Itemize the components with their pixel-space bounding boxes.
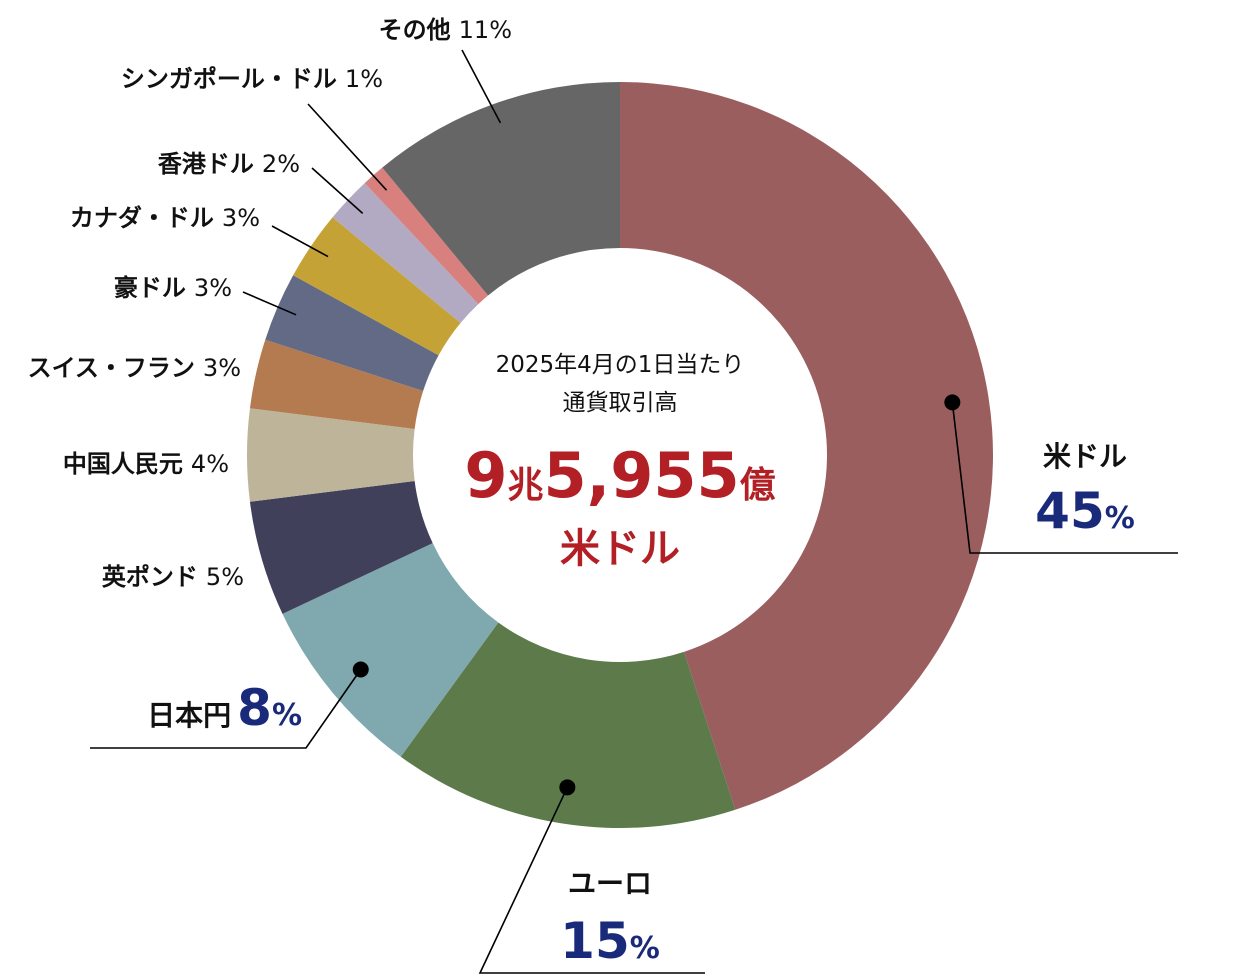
slice-7-label: カナダ・ドル 3%: [70, 204, 260, 232]
slice-7: [293, 217, 461, 356]
slice-10-leader-line: [461, 49, 502, 124]
slice-2-leader-line: [90, 669, 362, 749]
slice-0-percent: 45%: [1035, 482, 1135, 540]
slice-6-name: 豪ドル: [114, 274, 186, 302]
slice-2-label: 日本円 8%: [147, 679, 302, 737]
slice-3: [249, 480, 433, 614]
slice-8-label: 香港ドル 2%: [158, 150, 300, 178]
slice-6: [265, 275, 439, 392]
slice-10-value: 11%: [459, 16, 512, 44]
center-label: 2025年4月の1日当たり 通貨取引高 9兆5,955億 米ドル: [464, 352, 775, 572]
slice-0-leader-line: [951, 402, 1178, 554]
slice-0-value: 45: [1035, 482, 1105, 540]
slice-1-name: ユーロ: [568, 867, 652, 900]
slice-4-value: 4%: [191, 450, 229, 478]
slice-8-name: 香港ドル: [158, 150, 254, 178]
slice-4: [246, 408, 415, 502]
total-billion-unit: 億: [740, 465, 776, 506]
slice-5: [249, 339, 424, 430]
slice-8-value: 2%: [262, 150, 300, 178]
slice-0-percent-sign: %: [1105, 501, 1135, 536]
slice-10-label: その他 11%: [379, 16, 512, 44]
slice-9-name: シンガポール・ドル: [121, 65, 337, 93]
donut-slices: [246, 82, 994, 828]
slice-7-leader-line: [271, 225, 329, 258]
slice-10: [382, 82, 620, 296]
slice-2-name: 日本円: [147, 699, 231, 732]
slice-5-label: スイス・フラン 3%: [28, 354, 241, 382]
slice-5-value: 3%: [203, 354, 241, 382]
leader-lines: [90, 49, 1178, 974]
slice-8-leader-line: [311, 167, 364, 214]
slice-1-value: 15: [560, 912, 630, 970]
slice-10-name: その他: [379, 16, 451, 44]
slice-4-name: 中国人民元: [63, 450, 183, 478]
slice-6-label: 豪ドル 3%: [114, 274, 232, 302]
total-trillion-unit: 兆: [507, 465, 543, 506]
slice-9-leader-line: [307, 103, 388, 191]
slice-5-name: スイス・フラン: [28, 354, 195, 382]
slice-6-leader-line: [242, 291, 297, 316]
center-caption-line2: 通貨取引高: [563, 390, 678, 416]
total-trillion-number: 9: [464, 439, 507, 512]
slice-1: [400, 622, 736, 828]
slice-2: [282, 543, 499, 757]
slice-1-leader-line: [478, 786, 705, 974]
total-billion-number: 5,955: [544, 439, 740, 512]
center-caption-line1: 2025年4月の1日当たり: [496, 352, 745, 378]
slice-7-name: カナダ・ドル: [70, 204, 214, 232]
slice-3-name: 英ポンド: [102, 563, 198, 591]
center-total-currency: 米ドル: [560, 526, 680, 572]
slice-9-value: 1%: [345, 65, 383, 93]
slice-1-percent: 15%: [560, 912, 660, 970]
slice-9: [364, 167, 489, 305]
slice-2-percent-sign: %: [272, 698, 302, 733]
slice-8: [332, 183, 479, 324]
slice-7-value: 3%: [222, 204, 260, 232]
slice-1-percent-sign: %: [630, 931, 660, 966]
slice-6-value: 3%: [194, 274, 232, 302]
center-total-amount: 9兆5,955億: [464, 439, 775, 512]
slice-9-label: シンガポール・ドル 1%: [121, 65, 383, 93]
slice-3-value: 5%: [206, 563, 244, 591]
slice-0: [620, 82, 994, 810]
slice-3-label: 英ポンド 5%: [102, 563, 244, 591]
slice-2-value: 8: [237, 679, 272, 737]
slice-0-name: 米ドル: [1043, 440, 1127, 473]
slice-4-label: 中国人民元 4%: [63, 450, 229, 478]
